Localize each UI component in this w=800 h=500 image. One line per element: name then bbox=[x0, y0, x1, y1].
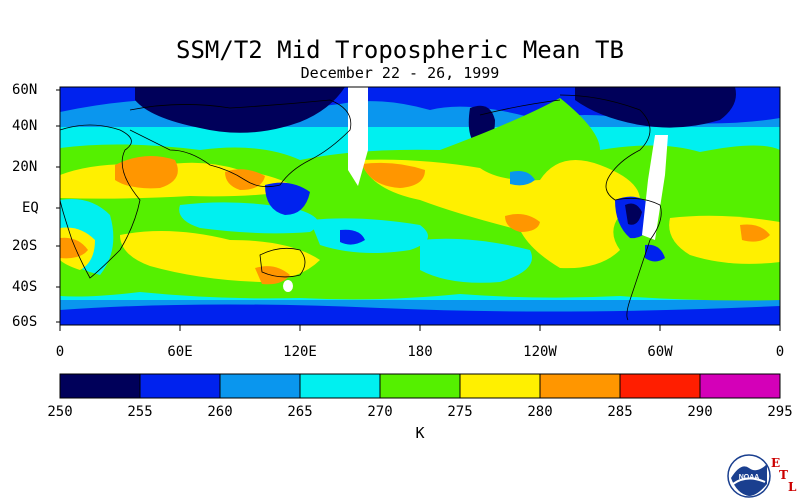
cold-core-asia bbox=[135, 87, 345, 133]
lat-label-40s: 40S bbox=[12, 279, 38, 295]
lat-label-20n: 20N bbox=[12, 159, 38, 175]
lat-label-40n: 40N bbox=[12, 118, 38, 134]
cold-core-amazon bbox=[625, 203, 642, 225]
lat-label-60s: 60S bbox=[12, 314, 38, 330]
lon-label-120w: 120W bbox=[523, 344, 557, 360]
cold-spot-maritime bbox=[265, 182, 310, 215]
lat-label-20s: 20S bbox=[12, 238, 38, 254]
orange-west-pacific bbox=[362, 162, 425, 188]
colorbar-tick-250: 250 bbox=[47, 404, 73, 420]
lon-label-60w: 60W bbox=[647, 344, 673, 360]
missing-data-swath-pacific bbox=[348, 87, 368, 186]
colorbar-swatch-290-295 bbox=[699, 373, 781, 399]
colorbar-tick-265: 265 bbox=[287, 404, 313, 420]
colorbar-swatch-285-290 bbox=[619, 373, 701, 399]
colorbar-tick-255: 255 bbox=[127, 404, 153, 420]
colorbar-tick-290: 290 bbox=[687, 404, 713, 420]
colorbar-tick-280: 280 bbox=[527, 404, 553, 420]
cold-spot-coral-sea bbox=[340, 229, 365, 245]
orange-equatorial-pacific bbox=[505, 214, 540, 232]
lon-label-180: 180 bbox=[407, 344, 433, 360]
colorbar-tick-295: 295 bbox=[767, 404, 793, 420]
lat-label-60n: 60N bbox=[12, 82, 38, 98]
etl-letter-l: L bbox=[788, 480, 797, 494]
yellow-central-pacific bbox=[360, 159, 640, 269]
lon-label-0-end: 0 bbox=[775, 344, 785, 360]
cold-spot-east-pacific bbox=[510, 171, 535, 186]
cold-core-americas bbox=[575, 87, 736, 128]
noaa-icon: NOAA bbox=[727, 454, 771, 498]
colorbar-units: K bbox=[415, 424, 425, 442]
noaa-etl-logo: NOAA E T L bbox=[727, 452, 800, 500]
colorbar-swatch-260-265 bbox=[219, 373, 301, 399]
lon-label-120e: 120E bbox=[283, 344, 317, 360]
cold-spot-south-america bbox=[645, 244, 665, 262]
etl-letter-e: E bbox=[771, 456, 781, 470]
chart-subtitle: December 22 - 26, 1999 bbox=[300, 64, 500, 82]
colorbar-swatch-255-260 bbox=[139, 373, 221, 399]
noaa-text: NOAA bbox=[739, 474, 760, 481]
colorbar-tick-275: 275 bbox=[447, 404, 473, 420]
colorbar-swatch-270-275 bbox=[379, 373, 461, 399]
colorbar-swatch-280-285 bbox=[539, 373, 621, 399]
orange-north-africa bbox=[115, 156, 178, 189]
etl-letter-t: T bbox=[779, 468, 788, 482]
orange-south-atlantic bbox=[740, 224, 770, 242]
missing-data-swath-atlantic bbox=[642, 135, 668, 240]
lon-label-0: 0 bbox=[55, 344, 65, 360]
colorbar-swatch-250-255 bbox=[59, 373, 141, 399]
coastlines bbox=[60, 94, 662, 321]
colorbar-tick-270: 270 bbox=[367, 404, 393, 420]
missing-data-spot bbox=[283, 280, 293, 292]
chart-title: SSM/T2 Mid Tropospheric Mean TB bbox=[176, 36, 624, 64]
colorbar-tick-260: 260 bbox=[207, 404, 233, 420]
colorbar-tick-285: 285 bbox=[607, 404, 633, 420]
lat-label-eq: EQ bbox=[22, 200, 39, 216]
orange-south-africa bbox=[60, 237, 88, 259]
band-south-255 bbox=[60, 304, 780, 325]
lon-label-60e: 60E bbox=[167, 344, 193, 360]
cyan-patch-south-pacific bbox=[420, 238, 532, 283]
colorbar-swatch-275-280 bbox=[459, 373, 541, 399]
colorbar-swatch-265-270 bbox=[299, 373, 381, 399]
cyan-patch-pacific bbox=[310, 218, 428, 254]
axis-ticks bbox=[56, 89, 781, 331]
